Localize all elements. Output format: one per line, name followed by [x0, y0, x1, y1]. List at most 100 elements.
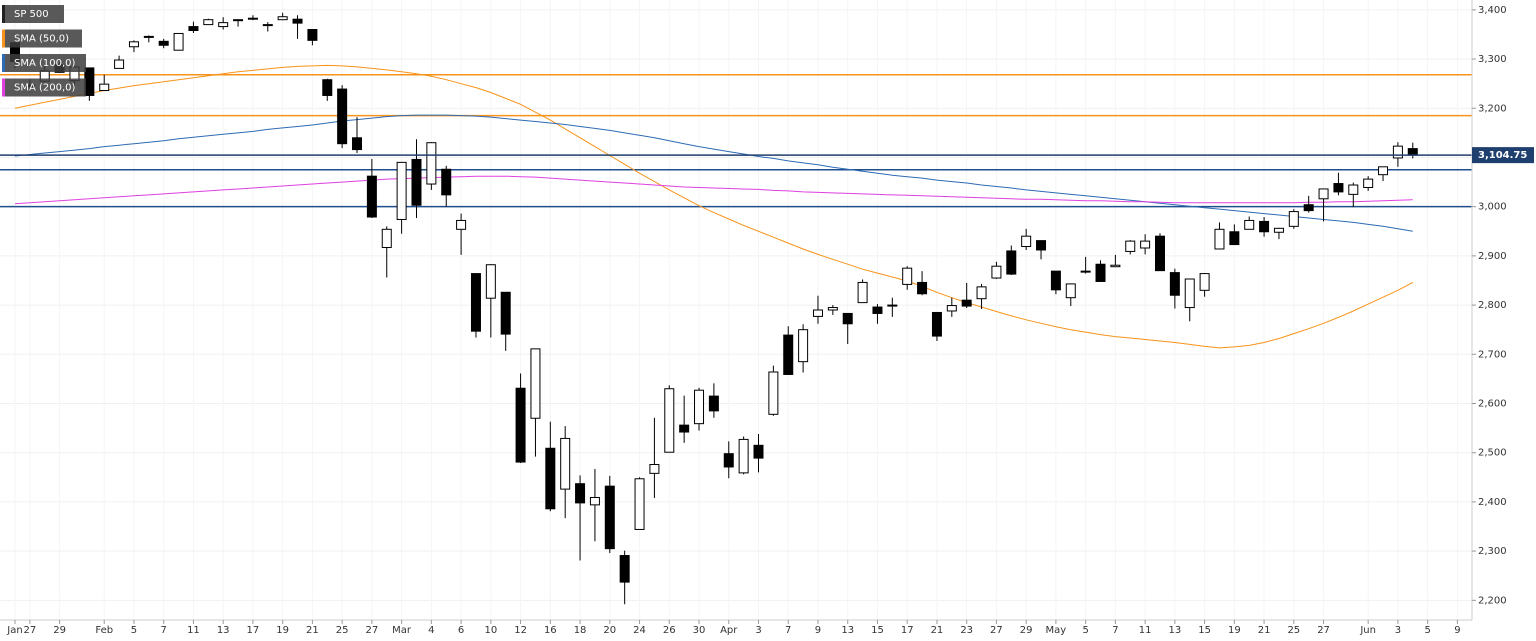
- candle-body: [352, 137, 363, 151]
- candle-body: [99, 83, 110, 92]
- candle-body: [500, 291, 511, 335]
- legend-box: [2, 54, 86, 72]
- x-tick-label: 29: [53, 625, 66, 636]
- x-tick-label: Mar: [392, 625, 412, 636]
- candle-body: [114, 59, 125, 69]
- candle-body: [1021, 235, 1032, 248]
- candle-body: [530, 348, 541, 419]
- candle-body: [649, 464, 660, 474]
- legend-box: [2, 5, 64, 23]
- candle-body: [381, 228, 392, 249]
- y-tick-label: 3,000: [1478, 202, 1507, 213]
- legend-swatch: [2, 78, 5, 97]
- legend-swatch: [2, 5, 5, 23]
- x-tick-label: 7: [1112, 625, 1118, 636]
- candle-body: [1006, 250, 1017, 275]
- sma-line: [14, 64, 1414, 349]
- candle-body: [485, 264, 496, 299]
- candle-body: [1065, 283, 1076, 299]
- candle-body: [931, 311, 942, 337]
- x-tick-label: 16: [544, 625, 557, 636]
- price-label-box: [1472, 147, 1534, 164]
- x-tick-label: 11: [1139, 625, 1152, 636]
- candle-body: [634, 478, 645, 530]
- x-tick-label: 27: [24, 625, 37, 636]
- x-tick-label: 13: [1168, 625, 1181, 636]
- candle-body: [322, 79, 333, 96]
- candle-body: [1392, 145, 1403, 159]
- y-tick-label: 3,300: [1478, 54, 1507, 65]
- candle-body: [1169, 272, 1180, 296]
- candle-body: [307, 29, 318, 41]
- candle-body: [560, 437, 571, 490]
- candle-body: [456, 219, 467, 230]
- candle-body: [1333, 183, 1344, 193]
- x-tick-label: 15: [871, 625, 884, 636]
- candle-body: [857, 281, 868, 304]
- sma-line: [14, 114, 1413, 232]
- candle-body: [1378, 166, 1389, 176]
- y-tick-label: 3,400: [1478, 5, 1507, 16]
- y-tick-label: 2,500: [1478, 448, 1507, 459]
- legend-box: [2, 78, 86, 97]
- candle-body: [798, 329, 809, 363]
- candle-body: [1303, 204, 1314, 212]
- x-tick-label: 3: [755, 625, 761, 636]
- candle-body: [902, 267, 913, 285]
- x-tick-label: Feb: [95, 625, 113, 636]
- y-tick-label: 2,600: [1478, 398, 1507, 409]
- candle-body: [247, 17, 258, 20]
- candle-body: [961, 299, 972, 307]
- grid: [0, 9, 1472, 601]
- candle-body: [545, 447, 556, 510]
- candle-body: [604, 485, 615, 550]
- candle-body: [768, 371, 779, 415]
- candle-body: [470, 273, 481, 332]
- x-tick-label: 20: [603, 625, 616, 636]
- candle-body: [1244, 219, 1255, 230]
- x-tick-label: 9: [1454, 625, 1460, 636]
- candle-body: [1080, 270, 1091, 273]
- x-tick-label: 29: [1020, 625, 1033, 636]
- y-tick-label: 2,400: [1478, 497, 1507, 508]
- candle-body: [842, 312, 853, 325]
- candle-body: [396, 161, 407, 220]
- candle-body: [1363, 178, 1374, 188]
- x-tick-label: 19: [1228, 625, 1241, 636]
- candle-body: [441, 168, 452, 196]
- x-tick-label: Jan: [6, 625, 22, 636]
- candle-body: [366, 175, 377, 218]
- x-tick-label: 18: [574, 625, 587, 636]
- candle-body: [575, 483, 586, 504]
- candle-body: [723, 453, 734, 468]
- x-tick-label: 13: [841, 625, 854, 636]
- candle-body: [887, 304, 898, 307]
- x-tick-label: 12: [514, 625, 527, 636]
- legend-swatch: [2, 54, 5, 72]
- y-tick-label: 2,700: [1478, 349, 1507, 360]
- axes: 2,200 2,300 2,400 2,500 2,600 2,700 2,800 2,900…: [6, 5, 1534, 636]
- x-tick-label: 21: [931, 625, 944, 636]
- x-tick-label: 5: [1424, 625, 1430, 636]
- y-tick-label: 3,200: [1478, 103, 1507, 114]
- legend-label: SMA (50,0): [14, 34, 69, 45]
- candle-body: [1407, 148, 1418, 156]
- candle-body: [1348, 184, 1359, 195]
- x-tick-label: 10: [484, 625, 497, 636]
- candle-body: [1229, 231, 1240, 246]
- candle-body: [233, 19, 244, 22]
- candle-body: [1214, 228, 1225, 250]
- x-tick-label: 25: [336, 625, 349, 636]
- candle-body: [946, 305, 957, 312]
- y-tick-label: 2,300: [1478, 546, 1507, 557]
- x-tick-label: Jun: [1359, 625, 1376, 636]
- candle-body: [337, 88, 348, 145]
- candle-body: [1140, 240, 1151, 249]
- candle-body: [812, 309, 823, 317]
- candle-body: [589, 496, 600, 506]
- x-tick-label: Apr: [720, 625, 738, 636]
- x-tick-label: 3: [1395, 625, 1401, 636]
- x-tick-label: 17: [901, 625, 914, 636]
- x-tick-label: 5: [131, 625, 137, 636]
